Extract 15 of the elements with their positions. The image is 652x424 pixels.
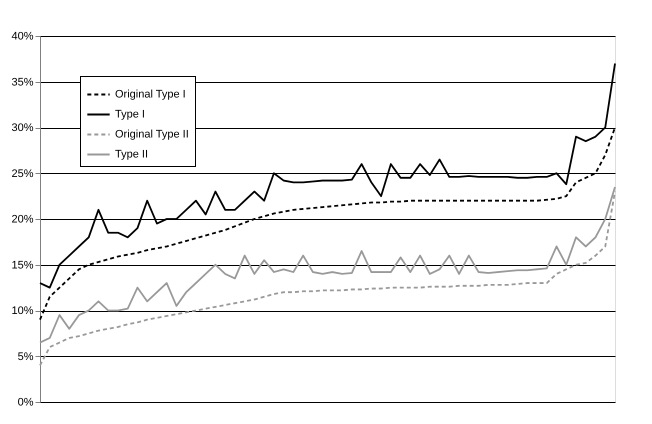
legend-label: Original Type I — [115, 88, 186, 100]
y-tick-label: 0% — [18, 396, 34, 408]
line-series — [39, 190, 616, 366]
legend-label: Original Type II — [115, 128, 189, 140]
legend-label: Type II — [115, 148, 148, 160]
y-tick-label: 10% — [11, 305, 34, 317]
line-series — [39, 62, 616, 289]
y-tick-label: 40% — [11, 30, 34, 42]
legend-label: Type I — [115, 108, 145, 120]
y-tick-label: 5% — [18, 350, 34, 363]
y-tick-label: 25% — [11, 168, 34, 180]
y-tick-label: 15% — [11, 259, 34, 272]
y-tick-label: 20% — [11, 214, 34, 226]
y-tick-label: 35% — [11, 76, 34, 88]
y-tick-label: 30% — [11, 122, 34, 134]
